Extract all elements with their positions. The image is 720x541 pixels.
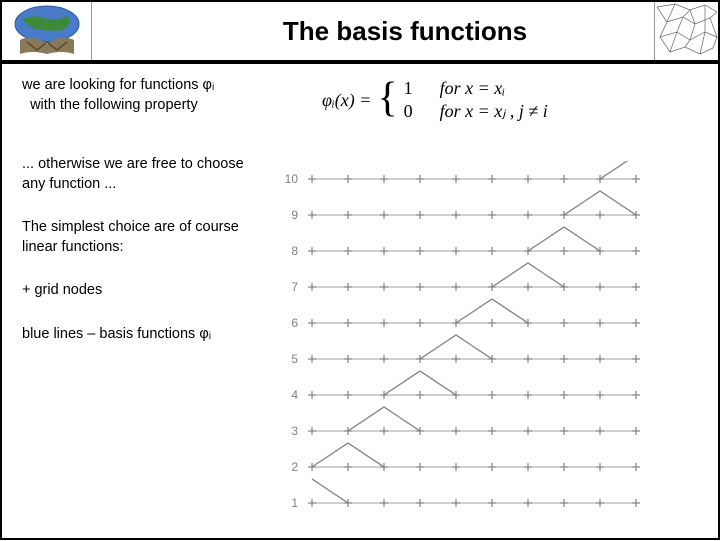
para-otherwise: ... otherwise we are free to choose any … — [22, 155, 262, 194]
svg-text:1: 1 — [291, 496, 298, 510]
para-bluelines: blue lines – basis functions φᵢ — [22, 325, 262, 345]
intro-line1: we are looking for functions φᵢ — [22, 77, 214, 93]
intro-text: we are looking for functions φᵢ with the… — [22, 76, 262, 115]
svg-text:6: 6 — [291, 316, 298, 330]
para-gridnodes: + grid nodes — [22, 281, 262, 301]
svg-text:9: 9 — [291, 208, 298, 222]
logo-left — [2, 2, 92, 60]
para-simplest: The simplest choice are of course linear… — [22, 218, 262, 257]
svg-text:7: 7 — [291, 280, 298, 294]
figure-column: φᵢ(x) = { 1 for x = xᵢ 0 for x = xⱼ , j … — [272, 76, 698, 522]
brace-icon: { — [377, 74, 397, 122]
case1-val: 1 — [404, 77, 422, 100]
slide-title: The basis functions — [92, 16, 718, 47]
svg-text:2: 2 — [291, 460, 298, 474]
svg-text:8: 8 — [291, 244, 298, 258]
formula-lhs: φᵢ(x) = — [322, 90, 371, 111]
slide-header: The basis functions — [2, 2, 718, 64]
logo-right — [654, 2, 718, 60]
intro-line2: with the following property — [30, 97, 198, 113]
text-column: we are looking for functions φᵢ with the… — [22, 76, 272, 522]
case1-cond: for x = xᵢ — [440, 77, 505, 100]
case2-val: 0 — [404, 100, 422, 123]
svg-text:4: 4 — [291, 388, 298, 402]
formula-cases: 1 for x = xᵢ 0 for x = xⱼ , j ≠ i — [404, 77, 548, 124]
basis-functions-chart: 10 9 8 7 6 5 4 3 2 1 — [272, 161, 692, 541]
svg-text:3: 3 — [291, 424, 298, 438]
svg-text:5: 5 — [291, 352, 298, 366]
slide-content: we are looking for functions φᵢ with the… — [2, 64, 718, 534]
basis-formula: φᵢ(x) = { 1 for x = xᵢ 0 for x = xⱼ , j … — [322, 76, 548, 124]
svg-text:10: 10 — [285, 172, 299, 186]
case2-cond: for x = xⱼ , j ≠ i — [440, 100, 548, 123]
